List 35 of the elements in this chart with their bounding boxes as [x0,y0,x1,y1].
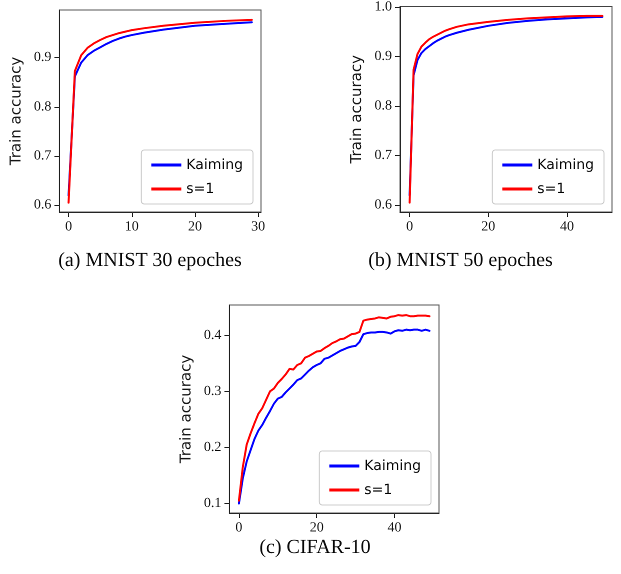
legend-label: s=1 [364,482,392,498]
y-axis-title: Train accuracy [176,354,194,464]
y-tick-label: 0.3 [204,384,222,399]
y-tick-label: 0.4 [204,328,222,343]
x-tick-label: 0 [65,220,72,234]
y-axis-title: Train accuracy [347,54,366,164]
x-tick-label: 0 [406,220,414,234]
x-tick-label: 0 [235,520,242,536]
y-tick-label: 0.8 [34,99,52,114]
x-tick-label: 40 [387,520,402,536]
legend-label: s=1 [537,181,566,197]
y-tick-label: 0.2 [204,440,222,455]
legend-label: s=1 [186,181,214,197]
x-tick-label: 20 [188,220,202,234]
y-tick-label: 0.8 [374,98,392,114]
legend-label: Kaiming [364,458,422,474]
y-axis-title: Train accuracy [6,56,24,166]
text: (a) MNIST 30 epoches [58,249,242,271]
y-tick-label: 0.6 [34,198,52,213]
x-tick-label: 40 [560,220,574,234]
legend-label: Kaiming [537,157,594,173]
y-tick-label: 0.1 [204,496,222,511]
text: (b) MNIST 50 epoches [368,249,554,271]
y-tick-label: 0.7 [34,148,52,164]
y-tick-label: 0.9 [34,50,52,66]
y-tick-label: 0.7 [374,148,392,164]
x-tick-label: 20 [481,220,496,234]
x-tick-label: 20 [310,520,324,536]
x-tick-label: 30 [251,220,266,234]
y-tick-label: 0.9 [374,49,392,64]
y-tick-label: 1.0 [374,0,392,14]
x-tick-label: 10 [124,220,139,234]
legend-label: Kaiming [186,157,244,173]
text: (c) CIFAR-10 [259,536,371,558]
y-tick-label: 0.6 [374,198,392,213]
